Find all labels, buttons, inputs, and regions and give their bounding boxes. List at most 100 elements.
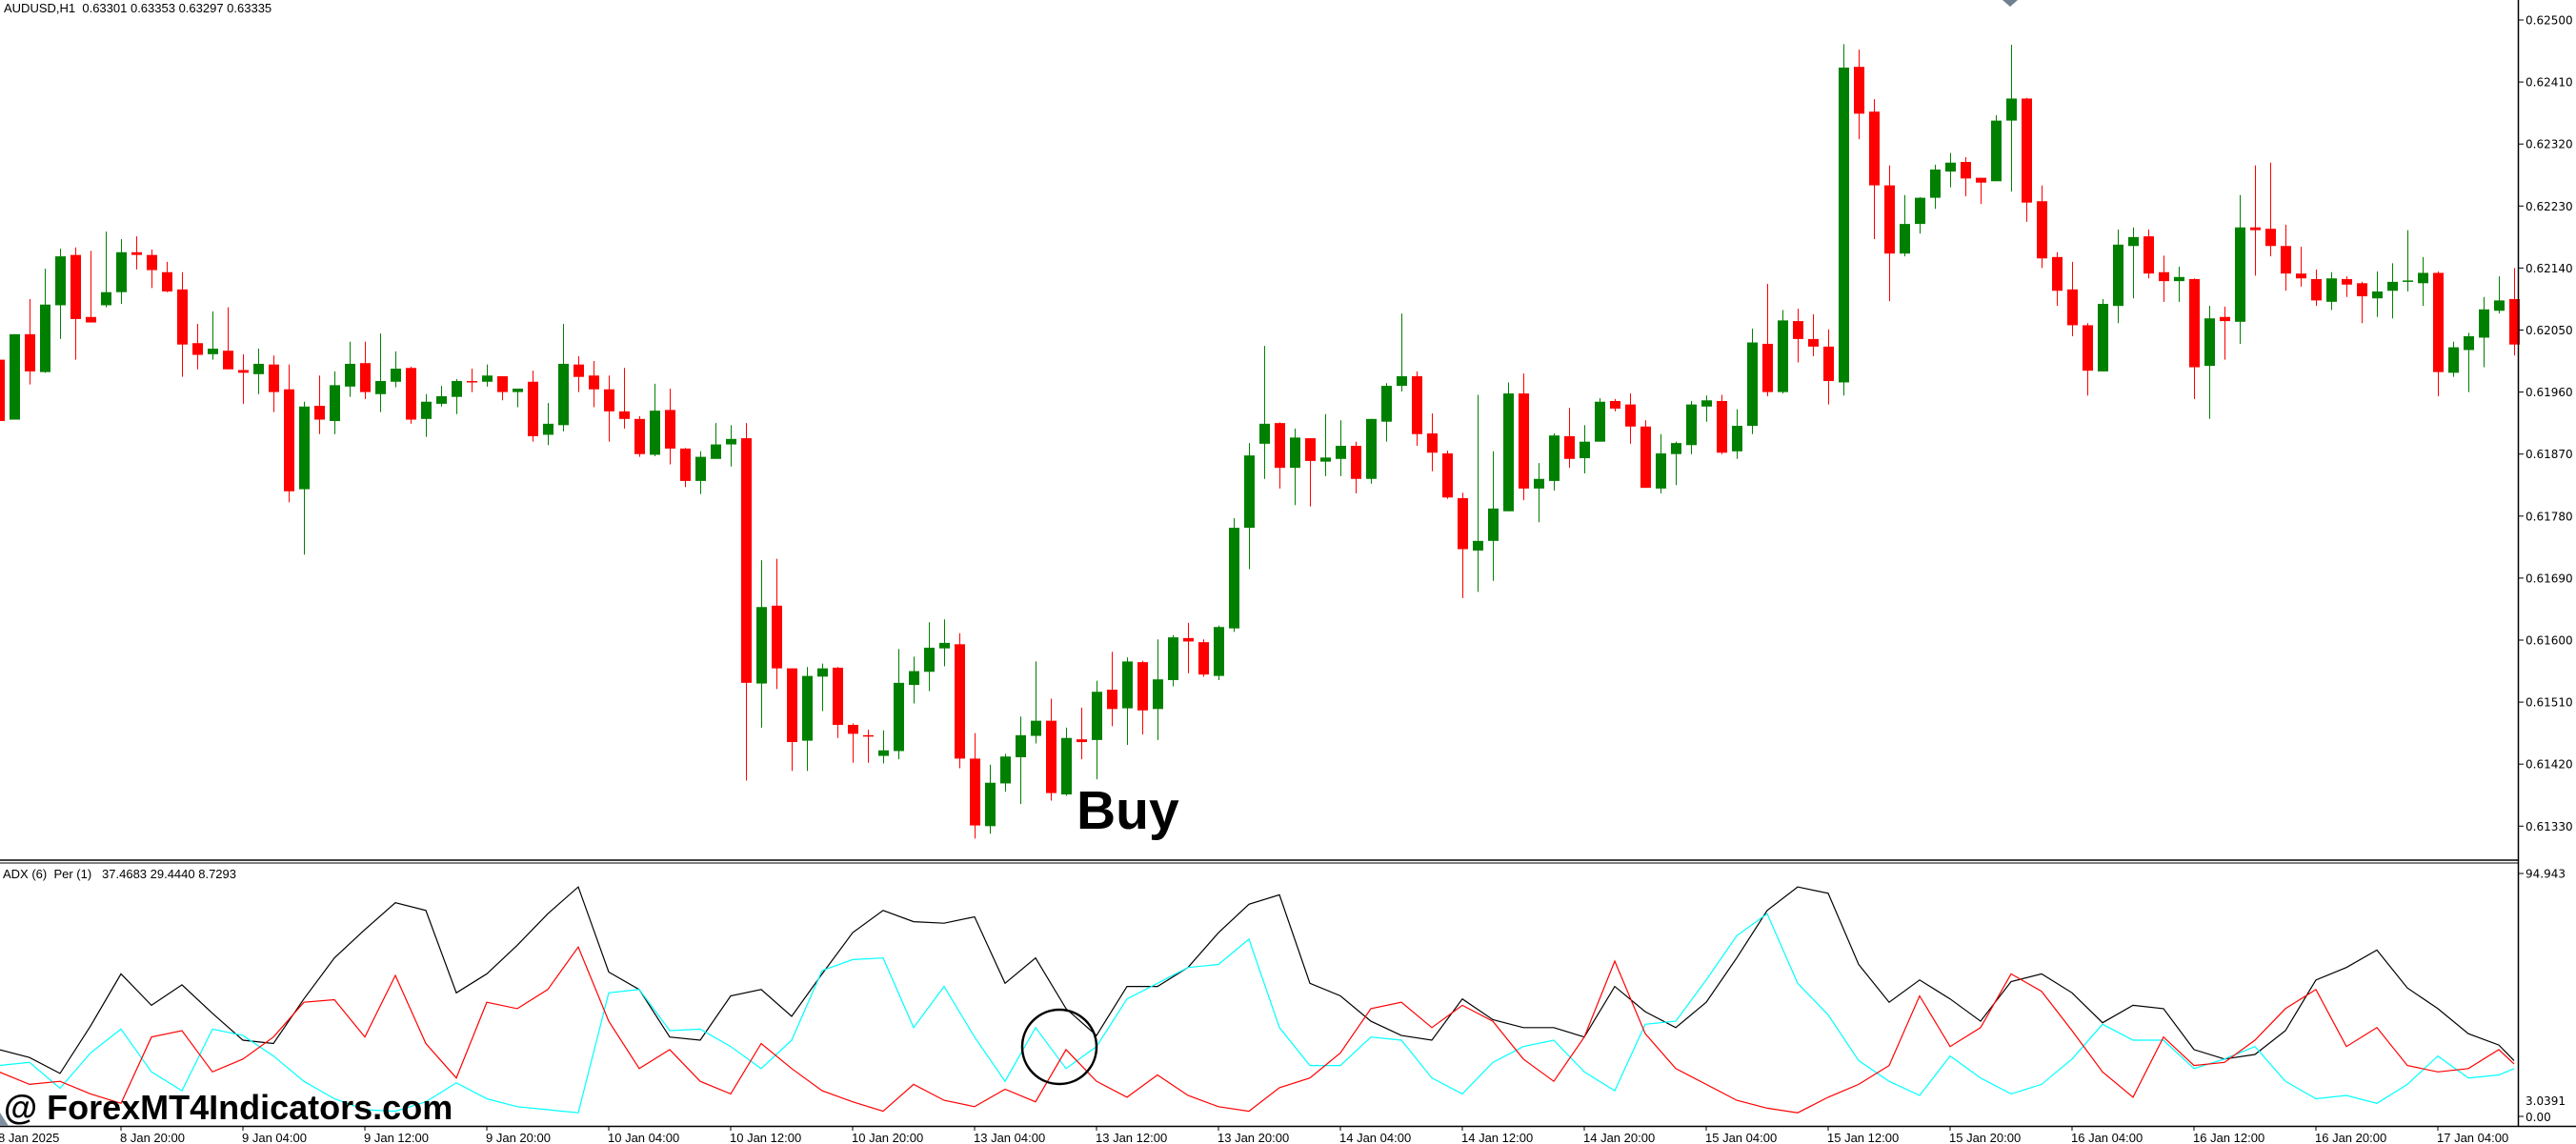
- candle-body: [299, 406, 310, 490]
- bear-candle: [269, 355, 279, 412]
- bull-candle: [1671, 441, 1681, 486]
- bull-candle: [1092, 680, 1102, 780]
- bear-candle: [848, 723, 858, 763]
- bear-candle: [2083, 323, 2093, 396]
- bull-candle: [452, 378, 462, 414]
- bull-candle: [391, 351, 401, 388]
- price-axis: 0.62500 0.62410 0.62320 0.62230 0.62140 0.620…: [2519, 14, 2573, 833]
- time-tick-label: 14 Jan 20:00: [1583, 1131, 1655, 1144]
- signal-circle-annotation: [1020, 1008, 1098, 1086]
- candle-body: [802, 675, 813, 741]
- candle-body: [2128, 236, 2139, 247]
- bull-candle: [2494, 276, 2505, 314]
- candle-body: [2006, 98, 2017, 121]
- bull-candle: [1259, 346, 1270, 479]
- bear-candle: [1458, 492, 1468, 598]
- candle-body: [1915, 197, 1925, 225]
- bear-candle: [192, 323, 203, 370]
- bear-candle: [284, 364, 294, 503]
- minus-di-line: [0, 945, 2515, 1114]
- bear-candle: [1183, 622, 1194, 673]
- time-tick-label: 17 Jan 04:00: [2437, 1131, 2508, 1144]
- candle-body: [2052, 256, 2063, 291]
- bear-candle: [2296, 246, 2306, 287]
- candle-body: [1137, 662, 1148, 711]
- candle-body: [2037, 201, 2047, 259]
- candle-body: [1046, 720, 1057, 793]
- bear-candle: [1427, 413, 1438, 472]
- bull-candle: [726, 425, 736, 467]
- candle-body: [2235, 227, 2245, 322]
- candle-body: [1259, 423, 1270, 444]
- candle-body: [1671, 443, 1681, 454]
- bear-candle: [497, 375, 508, 401]
- candle-body: [665, 410, 675, 449]
- bear-candle: [1046, 698, 1057, 801]
- candle-body: [1961, 162, 1971, 179]
- price-tick-label: 0.62230: [2526, 200, 2573, 213]
- candle-body: [467, 381, 477, 383]
- bear-candle: [2220, 306, 2230, 360]
- bear-candle: [619, 368, 630, 429]
- candle-body: [0, 359, 5, 421]
- candle-body: [1656, 452, 1666, 489]
- buy-signal-label: Buy: [1077, 780, 1179, 841]
- bear-candle: [665, 388, 675, 465]
- bull-candle: [894, 649, 904, 760]
- bear-candle: [2265, 162, 2276, 257]
- bear-candle: [1869, 99, 1880, 240]
- chart-header: AUDUSD,H1 0.63301 0.63353 0.63297 0.6333…: [4, 1, 272, 15]
- bear-candle: [177, 271, 188, 377]
- candle-body: [131, 251, 142, 255]
- candle-body: [2342, 278, 2352, 285]
- candle-body: [1823, 346, 1834, 382]
- candle-body: [1778, 320, 1788, 392]
- candle-body: [2174, 276, 2184, 282]
- bull-candle: [1747, 329, 1758, 434]
- bear-candle: [1823, 329, 1834, 405]
- candle-body: [2372, 291, 2383, 299]
- candle-body: [589, 375, 599, 390]
- bear-candle: [406, 366, 416, 424]
- bull-candle: [513, 388, 523, 408]
- indicator-name: ADX (6) Per (1): [3, 867, 92, 881]
- candle-body: [2022, 98, 2032, 203]
- candle-body: [863, 734, 874, 737]
- bear-candle: [1976, 177, 1986, 205]
- candle-body: [2494, 300, 2505, 311]
- candle-body: [436, 395, 447, 404]
- candle-body: [1244, 455, 1255, 529]
- candle-body: [1000, 756, 1011, 784]
- price-candles: [0, 44, 2520, 839]
- bull-candle: [1473, 394, 1483, 592]
- bear-candle: [970, 733, 980, 839]
- bull-candle: [2113, 229, 2123, 324]
- bear-candle: [25, 298, 35, 385]
- bull-candle: [1656, 433, 1666, 493]
- candle-body: [101, 291, 111, 306]
- candle-body: [1077, 739, 1087, 743]
- bear-candle: [1305, 438, 1316, 507]
- candle-body: [25, 333, 35, 371]
- candle-body: [1122, 661, 1133, 709]
- bear-candle: [772, 558, 782, 690]
- scroll-marker-icon[interactable]: [2002, 0, 2018, 7]
- candle-body: [2204, 318, 2215, 367]
- bull-candle: [436, 386, 447, 407]
- time-tick-label: 10 Jan 12:00: [730, 1131, 801, 1144]
- candle-body: [452, 381, 462, 397]
- candle-body: [284, 389, 294, 492]
- bull-candle: [1488, 451, 1499, 581]
- candle-body: [756, 607, 767, 684]
- candle-body: [116, 251, 127, 292]
- candle-body: [1564, 435, 1575, 459]
- bear-candle: [1077, 707, 1087, 760]
- bear-candle: [147, 249, 157, 289]
- bear-candle: [1351, 441, 1361, 493]
- bull-candle: [695, 451, 706, 494]
- time-tick-label: 8 Jan 20:00: [120, 1131, 185, 1144]
- time-tick-label: 16 Jan 12:00: [2193, 1131, 2264, 1144]
- bull-candle: [1122, 657, 1133, 745]
- bull-candle: [2418, 256, 2428, 307]
